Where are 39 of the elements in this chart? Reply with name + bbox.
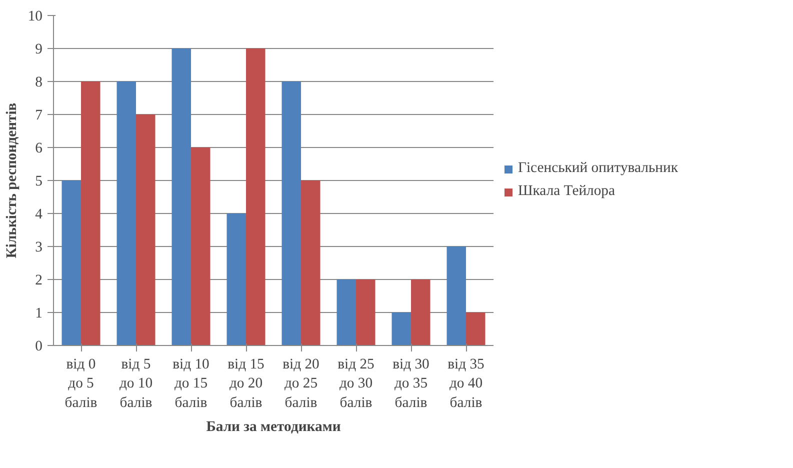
bar [226, 214, 246, 346]
bar [191, 148, 210, 346]
x-axis-title: Бали за методиками [206, 418, 342, 435]
x-tick-label: від 30 до 35 балів [392, 356, 430, 411]
bar [116, 82, 136, 346]
bar [356, 280, 376, 346]
y-tick-label: 5 [35, 174, 42, 190]
x-tick-label: від 35 до 40 балів [448, 356, 484, 411]
y-tick-label: 4 [35, 206, 44, 222]
bar [136, 114, 156, 346]
x-tick-label: від 0 до 5 балів [64, 356, 98, 411]
y-tick-label: 2 [35, 272, 42, 288]
legend-label: Шкала Тейлора [518, 183, 616, 200]
y-axis-title: Кількість респондентів [4, 102, 20, 258]
y-tick-label: 7 [35, 108, 42, 124]
bar [172, 48, 191, 346]
bar [282, 82, 301, 346]
legend-label: Гісенський опитувальник [518, 160, 678, 177]
bar [62, 180, 81, 346]
bar [446, 246, 466, 346]
y-tick-label: 6 [35, 140, 42, 156]
y-tick-label: 3 [35, 240, 42, 256]
x-tick-label: від 10 до 15 балів [172, 356, 210, 411]
y-tick-label: 9 [35, 42, 42, 58]
x-tick-label: від 20 до 25 балів [282, 356, 320, 411]
y-tick-label: 1 [35, 306, 42, 322]
y-tick-label: 0 [35, 338, 42, 354]
bar [466, 312, 486, 346]
y-tick-label: 10 [28, 8, 42, 24]
bar [246, 48, 266, 346]
bar [336, 280, 356, 346]
y-tick-label: 8 [35, 74, 42, 90]
bar [392, 312, 411, 346]
bar [411, 280, 430, 346]
x-tick-label: від 25 до 30 балів [338, 356, 374, 411]
bar [81, 82, 100, 346]
x-tick-label: від 15 до 20 балів [228, 356, 264, 411]
x-tick-label: від 5 до 10 балів [119, 356, 153, 411]
bar [301, 180, 320, 346]
